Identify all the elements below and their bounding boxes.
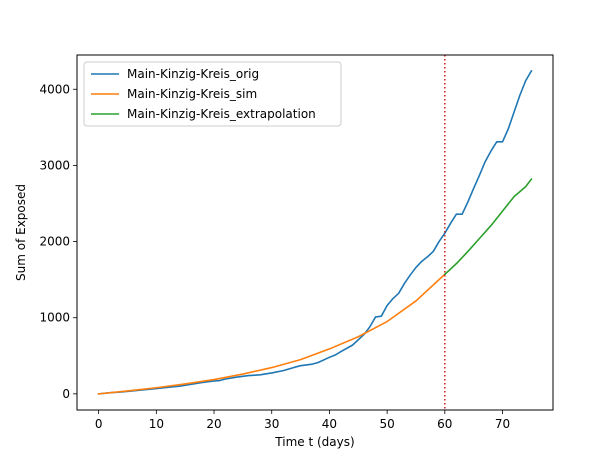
- x-axis-ticks: 0 10 20 30 40 50 60 70: [95, 410, 510, 431]
- legend-label-2: Main-Kinzig-Kreis_extrapolation: [127, 107, 316, 121]
- legend-label-0: Main-Kinzig-Kreis_orig: [127, 67, 259, 81]
- y-tick-label: 3000: [39, 158, 70, 172]
- x-tick-label: 30: [264, 417, 279, 431]
- x-axis-label: Time t (days): [274, 435, 354, 449]
- x-tick-label: 40: [322, 417, 337, 431]
- x-tick-label: 70: [495, 417, 510, 431]
- x-tick-label: 50: [379, 417, 394, 431]
- x-tick-label: 10: [149, 417, 164, 431]
- y-axis-ticks: 0 1000 2000 3000 4000: [39, 82, 77, 401]
- legend: Main-Kinzig-Kreis_orig Main-Kinzig-Kreis_…: [83, 61, 342, 127]
- y-tick-label: 2000: [39, 235, 70, 249]
- series-line-1: [97, 273, 446, 395]
- series-line-2: [443, 177, 533, 276]
- series-line-0: [97, 69, 533, 395]
- legend-label-1: Main-Kinzig-Kreis_sim: [127, 87, 257, 101]
- y-tick-label: 0: [62, 387, 70, 401]
- y-tick-label: 4000: [39, 82, 70, 96]
- plot-series: [97, 69, 533, 395]
- x-tick-label: 60: [437, 417, 452, 431]
- y-tick-label: 1000: [39, 311, 70, 325]
- x-tick-label: 20: [206, 417, 221, 431]
- y-axis-label: Sum of Exposed: [14, 184, 28, 281]
- x-tick-label: 0: [95, 417, 103, 431]
- plot-frame: [76, 54, 554, 411]
- legend-box: [83, 61, 342, 127]
